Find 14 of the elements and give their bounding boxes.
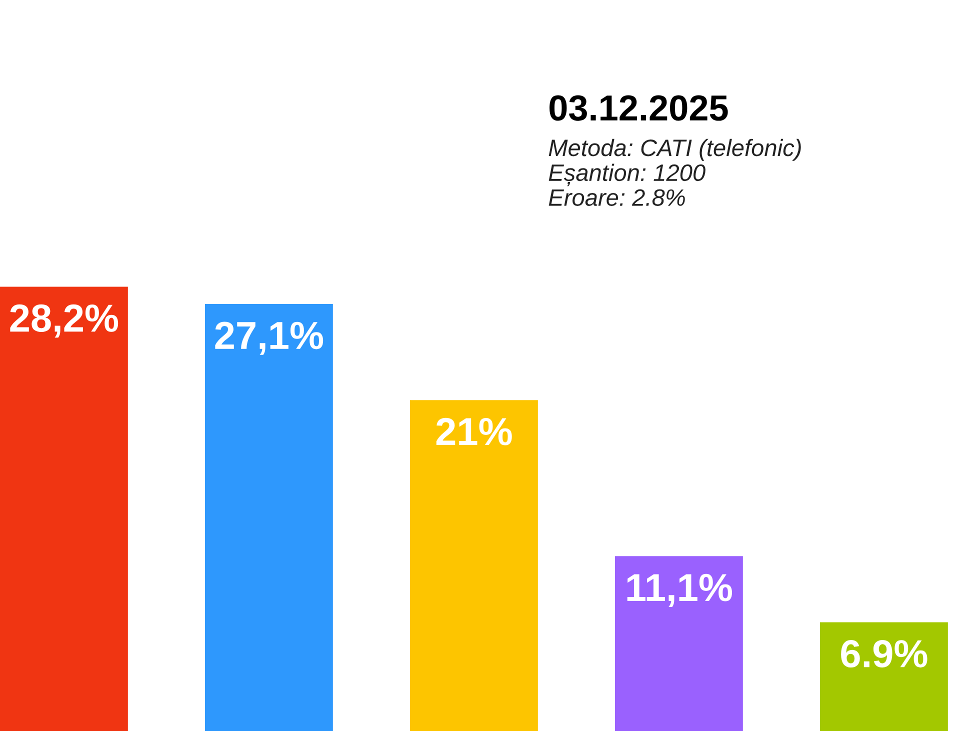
data-label: 21% [436, 418, 512, 446]
data-label: 11,1% [627, 574, 732, 607]
annotation: Metoda: CATI (telefonic) [548, 138, 801, 161]
bar [205, 304, 333, 731]
data-label: 6.9% [841, 640, 928, 668]
annotation: Eroare: 2.8% [548, 189, 685, 206]
bar [615, 556, 743, 731]
bar [820, 622, 948, 731]
text: 03.12.2025 [550, 95, 728, 121]
bar [0, 286, 128, 731]
data-label: 28,2% [10, 304, 118, 338]
annotation: Eșantion: 1200 [548, 164, 706, 186]
bar [410, 400, 538, 731]
data-label: 27,1% [215, 322, 324, 355]
